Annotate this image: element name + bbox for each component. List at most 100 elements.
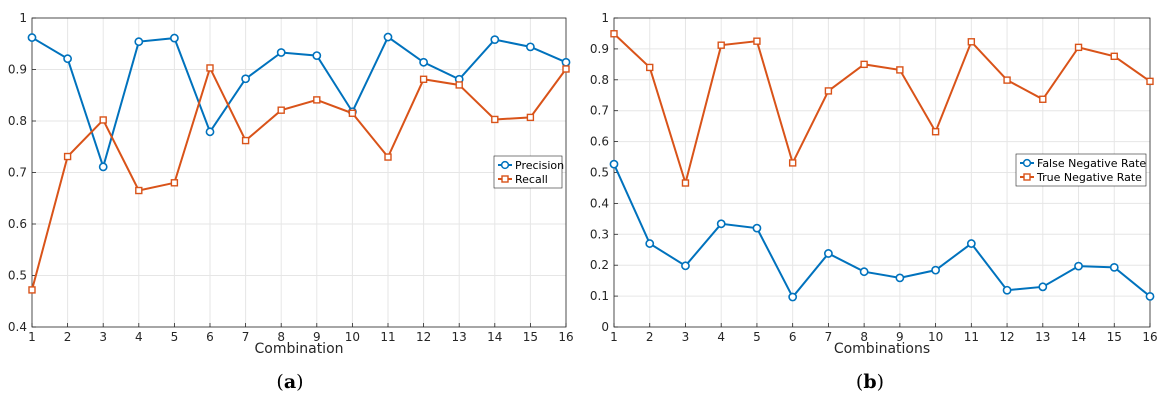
chart-a-point-recall (526, 113, 535, 122)
chart-a-point-recall (170, 179, 179, 187)
caption-a-open: ( (276, 371, 283, 393)
chart-b-point-true-negative-rate (1110, 52, 1118, 61)
chart-b-xtick-label: 15 (1107, 330, 1122, 344)
chart-a-xtick-label: 13 (452, 330, 467, 344)
chart-b-point-true-negative-rate (967, 38, 976, 46)
chart-a-xtick-label: 3 (99, 330, 107, 344)
chart-b-ytick-label: 0.2 (590, 258, 609, 272)
chart-a-xtick-label: 16 (558, 330, 573, 344)
chart-b-ytick-label: 0.8 (590, 73, 609, 87)
chart-b-point-false-negative-rate (931, 265, 940, 275)
chart-b-legend-marker-true-negative-rate (1023, 173, 1031, 181)
caption-b-letter: b (863, 371, 876, 393)
chart-b-xtick-label: 16 (1142, 330, 1157, 344)
chart-a-xtick-label: 9 (313, 330, 321, 344)
chart-a-point-precision (134, 37, 144, 47)
caption-a: (a) (276, 371, 303, 393)
chart-a-point-recall (206, 64, 214, 72)
chart-b-line-false-negative-rate (613, 163, 1151, 299)
chart-a-point-precision (98, 162, 108, 172)
chart-a-ytick-label: 0.9 (8, 63, 27, 77)
chart-a-point-recall (135, 186, 143, 195)
chart-a-xtick-label: 7 (242, 330, 250, 344)
caption-a-letter: a (284, 371, 296, 393)
chart-b-point-true-negative-rate (1003, 76, 1011, 84)
chart-b-point-false-negative-rate (1145, 292, 1155, 301)
chart-b-xtick-label: 3 (682, 330, 690, 344)
chart-b-xtick-label: 6 (789, 330, 797, 344)
chart-a-point-recall (63, 152, 72, 161)
chart-a-point-recall (455, 81, 463, 89)
chart-a-legend-marker-recall (501, 175, 509, 183)
chart-a-point-precision (561, 57, 571, 67)
chart-a-point-precision (526, 42, 535, 52)
chart-b-ytick-label: 1 (601, 11, 609, 25)
chart-b-point-false-negative-rate (895, 273, 905, 283)
caption-b-open: ( (856, 371, 863, 393)
caption-b-close: ) (877, 371, 884, 393)
caption-a-close: ) (296, 371, 303, 393)
chart-b-point-false-negative-rate (966, 239, 976, 248)
chart-b-point-true-negative-rate (1074, 43, 1083, 52)
chart-a-point-recall (419, 75, 428, 83)
chart-b-point-true-negative-rate (788, 159, 797, 167)
chart-a-point-recall (491, 115, 499, 124)
chart-b-xtick-label: 14 (1071, 330, 1086, 344)
chart-a-point-recall (28, 286, 36, 294)
chart-b-point-true-negative-rate (931, 128, 940, 136)
chart-b-legend-box (1015, 153, 1147, 187)
chart-a-xtick-label: 1 (28, 330, 36, 344)
chart-b-point-false-negative-rate (1074, 261, 1083, 271)
chart-b-ytick-label: 0.9 (590, 42, 609, 56)
chart-b-xtick-label: 5 (753, 330, 761, 344)
chart-a-xtick-label: 12 (416, 330, 431, 344)
chart-b-xlabel: Combinations (834, 341, 930, 357)
chart-b-point-false-negative-rate (859, 267, 869, 277)
chart-b-point-false-negative-rate (788, 292, 798, 302)
chart-b-point-false-negative-rate (716, 219, 726, 229)
chart-b-point-true-negative-rate (824, 87, 833, 95)
chart-a-xlabel: Combination (254, 341, 343, 357)
chart-a-point-precision (490, 35, 500, 45)
chart-a-point-precision (27, 33, 37, 42)
chart-b-xtick-label: 11 (964, 330, 979, 344)
chart-b-ytick-label: 0.1 (590, 289, 609, 303)
chart-b-point-false-negative-rate (681, 261, 690, 271)
chart-a-point-precision (169, 33, 179, 43)
chart-a-legend-label-recall: Recall (515, 173, 548, 186)
chart-b-legend-label-false-negative-rate: False Negative Rate (1037, 157, 1146, 170)
chart-b-point-false-negative-rate (1038, 282, 1048, 292)
chart-b-xtick-label: 4 (717, 330, 725, 344)
chart-a-point-recall (241, 136, 250, 145)
chart-b-xtick-label: 2 (646, 330, 654, 344)
chart-b-legend-label-true-negative-rate: True Negative Rate (1036, 171, 1142, 184)
chart-b-ytick-label: 0.5 (590, 166, 609, 180)
caption-b: (b) (856, 371, 884, 393)
chart-b-xtick-label: 13 (1035, 330, 1050, 344)
chart-b-point-false-negative-rate (1002, 285, 1012, 295)
chart-b-ytick-label: 0.3 (590, 227, 609, 241)
chart-b-point-false-negative-rate (1109, 262, 1119, 272)
chart-b-xtick-label: 10 (928, 330, 943, 344)
chart-b-point-false-negative-rate (752, 223, 762, 233)
chart-b-point-true-negative-rate (1146, 77, 1154, 86)
chart-a-xtick-label: 11 (380, 330, 395, 344)
chart-a-point-recall (562, 65, 570, 73)
chart-b-point-true-negative-rate (681, 179, 690, 187)
chart-b-point-true-negative-rate (717, 41, 725, 49)
chart-b-point-false-negative-rate (645, 239, 655, 248)
chart-a-point-recall (384, 153, 392, 161)
chart-a-ytick-label: 0.8 (8, 114, 27, 128)
chart-a-xtick-label: 10 (345, 330, 360, 344)
chart-a-xtick-label: 14 (487, 330, 502, 344)
chart-b-point-false-negative-rate (824, 249, 833, 258)
chart-a-ytick-label: 0.5 (8, 269, 27, 283)
chart-a-xtick-label: 2 (64, 330, 72, 344)
chart-b-ytick-label: 0.6 (590, 135, 609, 149)
chart-a-xtick-label: 5 (171, 330, 179, 344)
chart-a-ytick-label: 0.7 (8, 166, 27, 180)
chart-a-point-precision (276, 48, 286, 57)
chart-b-point-true-negative-rate (860, 60, 868, 69)
